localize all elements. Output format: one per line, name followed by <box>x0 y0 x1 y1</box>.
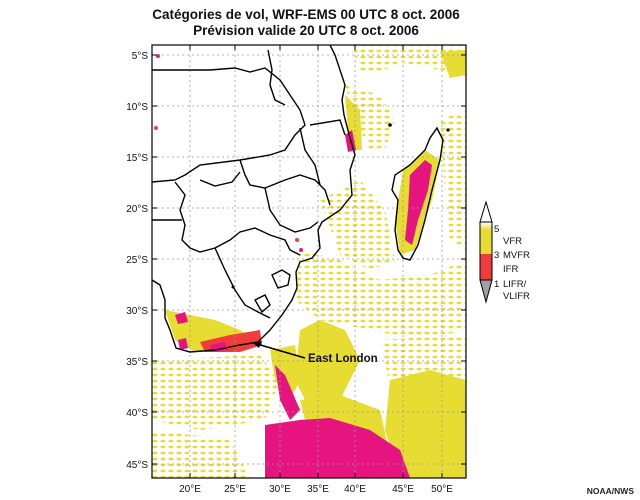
lon-label: 25°E <box>224 484 246 495</box>
credit-text: NOAA/NWS <box>586 486 634 496</box>
legend-vfr-swatch <box>480 230 492 254</box>
map-title-line1: Catégories de vol, WRF-EMS 00 UTC 8 oct.… <box>152 7 460 22</box>
lon-label: 50°E <box>431 484 453 495</box>
lat-label: 10°S <box>126 102 148 113</box>
legend-n1: 1 <box>494 279 499 290</box>
legend-ifr-swatch <box>480 254 492 280</box>
lat-label: 35°S <box>126 357 148 368</box>
ifr-lifr-regions <box>154 54 432 478</box>
legend-mvfr: MVFR <box>503 250 530 261</box>
east-london-annotation: East London <box>253 341 378 365</box>
legend-vfr: VFR <box>503 236 522 247</box>
map-frame <box>151 44 467 479</box>
tick-marks <box>152 45 466 478</box>
lat-label: 15°S <box>126 153 148 164</box>
latitude-labels: 5°S 10°S 15°S 20°S 25°S 30°S 35°S 40°S 4… <box>126 51 148 471</box>
lon-label: 20°E <box>179 484 201 495</box>
legend-vlifr: VLIFR <box>503 291 530 302</box>
map-area <box>152 45 466 478</box>
lat-label: 30°S <box>126 306 148 317</box>
islands <box>231 123 450 289</box>
lat-label: 5°S <box>132 51 149 62</box>
longitude-labels: 20°E 25°E 30°E 35°E 40°E 45°E 50°E <box>179 484 453 495</box>
lat-label: 20°S <box>126 204 148 215</box>
legend: 5 VFR 3 MVFR IFR 1 LIFR/ VLIFR <box>479 200 530 304</box>
lon-label: 40°E <box>344 484 366 495</box>
lat-label: 45°S <box>126 460 148 471</box>
legend-top-triangle-icon <box>479 200 493 223</box>
legend-lifr: LIFR/ <box>503 279 527 290</box>
legend-n3: 3 <box>494 250 499 261</box>
legend-n5: 5 <box>494 224 499 235</box>
lon-label: 30°E <box>269 484 291 495</box>
coastlines-borders <box>152 45 444 353</box>
legend-bottom-triangle-icon <box>479 279 493 304</box>
arrow-head-icon <box>253 341 262 348</box>
east-london-label: East London <box>308 353 378 365</box>
lat-label: 40°S <box>126 408 148 419</box>
lon-label: 35°E <box>307 484 329 495</box>
lon-label: 45°E <box>392 484 414 495</box>
map-title-line2: Prévision valide 20 UTC 8 oct. 2006 <box>193 23 419 38</box>
lat-label: 25°S <box>126 255 148 266</box>
legend-ifr: IFR <box>503 264 518 275</box>
grid-lines <box>152 45 466 478</box>
